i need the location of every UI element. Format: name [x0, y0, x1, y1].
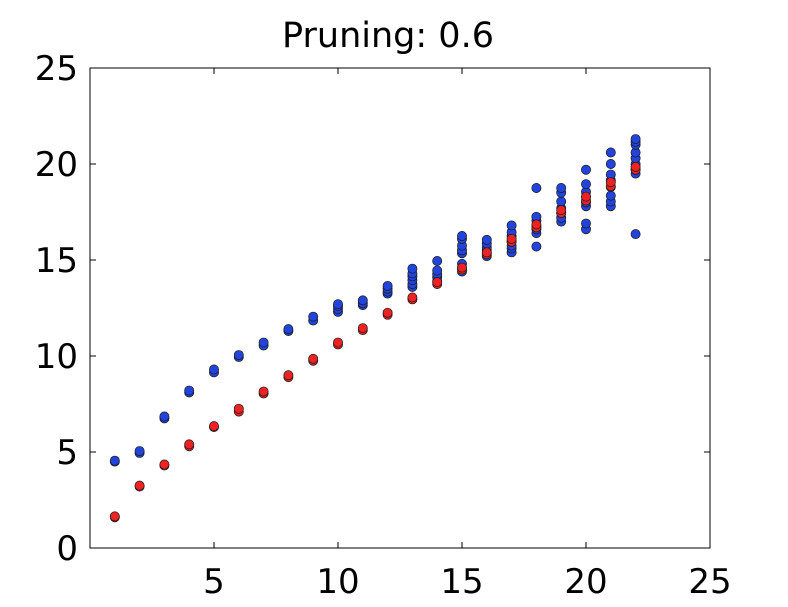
data-point	[581, 164, 591, 175]
y-tick-label: 20	[35, 145, 78, 185]
data-point	[333, 337, 343, 348]
data-point	[556, 196, 567, 207]
data-point	[605, 177, 616, 188]
data-point	[556, 183, 567, 193]
data-point	[605, 190, 616, 201]
data-point	[109, 455, 120, 466]
data-point	[432, 277, 443, 288]
data-point	[531, 219, 542, 230]
data-point	[233, 350, 244, 360]
data-point	[457, 262, 467, 273]
data-point	[209, 421, 219, 432]
y-tick-label: 10	[35, 337, 78, 377]
data-point	[506, 233, 517, 244]
data-point	[283, 324, 294, 335]
data-point	[258, 337, 269, 348]
data-point	[134, 480, 145, 491]
data-point	[531, 241, 542, 252]
data-point	[209, 364, 219, 375]
x-tick-label: 10	[316, 562, 359, 602]
data-point	[506, 220, 517, 231]
data-point	[481, 247, 492, 258]
data-point	[407, 263, 418, 274]
data-point	[258, 386, 269, 397]
data-point	[630, 161, 641, 172]
data-point	[233, 403, 244, 414]
data-point	[159, 411, 170, 422]
data-point	[581, 218, 591, 229]
data-point	[630, 134, 641, 144]
x-tick-label: 20	[564, 562, 607, 602]
data-point	[531, 183, 542, 193]
x-tick-label: 25	[688, 562, 731, 602]
y-tick-label: 25	[35, 49, 78, 89]
y-tick-label: 15	[35, 241, 78, 281]
data-point	[283, 370, 294, 381]
data-point	[605, 159, 616, 169]
data-point	[581, 179, 591, 190]
data-point	[357, 295, 368, 306]
y-axis-ticks: 0 5 10 15 20 25	[35, 49, 710, 569]
data-point	[481, 234, 492, 245]
data-point	[457, 231, 467, 241]
series-1-points	[109, 161, 641, 523]
data-point	[357, 323, 368, 334]
y-tick-label: 5	[56, 433, 78, 473]
data-point	[184, 439, 195, 450]
x-tick-label: 5	[203, 562, 225, 602]
series-0-points	[109, 134, 641, 467]
x-axis-ticks: 5 10 15 20 25	[203, 68, 732, 602]
data-point	[581, 191, 591, 202]
data-point	[605, 147, 616, 158]
data-point	[308, 353, 319, 364]
x-tick-label: 15	[440, 562, 483, 602]
data-point	[382, 307, 393, 318]
data-point	[407, 292, 418, 303]
data-points	[109, 134, 641, 523]
data-point	[134, 446, 145, 456]
plot-area-frame	[89, 67, 711, 549]
data-point	[308, 311, 319, 322]
data-point	[630, 229, 641, 240]
data-point	[382, 280, 393, 291]
data-point	[432, 265, 443, 276]
data-point	[159, 459, 170, 470]
y-tick-label: 0	[56, 529, 78, 569]
data-point	[432, 256, 443, 266]
data-point	[109, 511, 120, 522]
data-point	[333, 299, 343, 310]
chart-title: Pruning: 0.6	[282, 16, 494, 56]
data-point	[556, 205, 567, 216]
data-point	[184, 385, 195, 396]
